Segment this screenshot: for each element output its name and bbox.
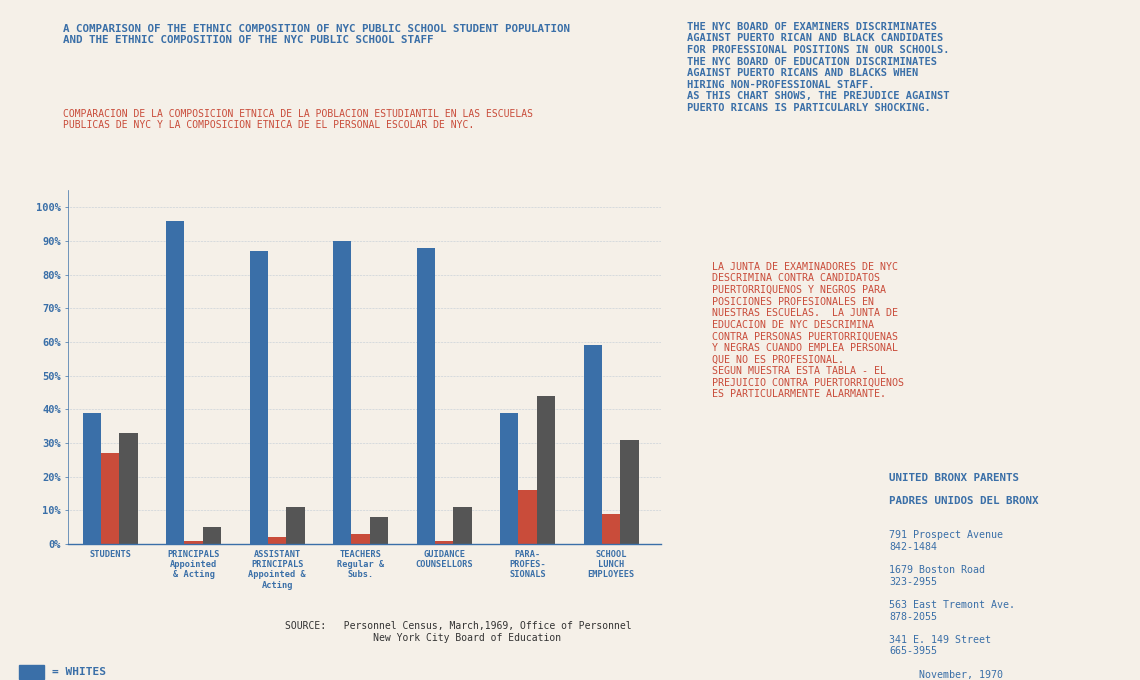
- Bar: [120, 433, 138, 544]
- Bar: [101, 453, 120, 544]
- Bar: [333, 241, 351, 544]
- Bar: [435, 541, 454, 544]
- Bar: [500, 413, 519, 544]
- Bar: [166, 221, 185, 544]
- Bar: [454, 507, 472, 544]
- Bar: [82, 413, 101, 544]
- Bar: [620, 439, 638, 544]
- Bar: [537, 396, 555, 544]
- Bar: [268, 537, 286, 544]
- Bar: [519, 490, 537, 544]
- Bar: [369, 517, 389, 544]
- Bar: [185, 541, 203, 544]
- Bar: [416, 248, 435, 544]
- Text: THE NYC BOARD OF EXAMINERS DISCRIMINATES
AGAINST PUERTO RICAN AND BLACK CANDIDAT: THE NYC BOARD OF EXAMINERS DISCRIMINATES…: [687, 22, 950, 113]
- Bar: [584, 345, 602, 544]
- Bar: [250, 251, 268, 544]
- Bar: [203, 527, 221, 544]
- Legend: = WHITES, = PUERTO RICANS, = BLACKS: = WHITES, = PUERTO RICANS, = BLACKS: [15, 660, 158, 680]
- Text: A COMPARISON OF THE ETHNIC COMPOSITION OF NYC PUBLIC SCHOOL STUDENT POPULATION
A: A COMPARISON OF THE ETHNIC COMPOSITION O…: [63, 24, 570, 46]
- Bar: [286, 507, 304, 544]
- Text: UNITED BRONX PARENTS

PADRES UNIDOS DEL BRONX: UNITED BRONX PARENTS PADRES UNIDOS DEL B…: [889, 473, 1039, 506]
- Bar: [602, 513, 620, 544]
- Bar: [351, 534, 369, 544]
- Text: SOURCE:   Personnel Census, March,1969, Office of Personnel
               New Y: SOURCE: Personnel Census, March,1969, Of…: [285, 621, 632, 643]
- Text: 791 Prospect Avenue
842-1484

1679 Boston Road
323-2955

563 East Tremont Ave.
8: 791 Prospect Avenue 842-1484 1679 Boston…: [889, 530, 1016, 679]
- Text: LA JUNTA DE EXAMINADORES DE NYC
DESCRIMINA CONTRA CANDIDATOS
PUERTORRIQUENOS Y N: LA JUNTA DE EXAMINADORES DE NYC DESCRIMI…: [712, 262, 904, 399]
- Text: COMPARACION DE LA COMPOSICION ETNICA DE LA POBLACION ESTUDIANTIL EN LAS ESCUELAS: COMPARACION DE LA COMPOSICION ETNICA DE …: [63, 109, 532, 131]
